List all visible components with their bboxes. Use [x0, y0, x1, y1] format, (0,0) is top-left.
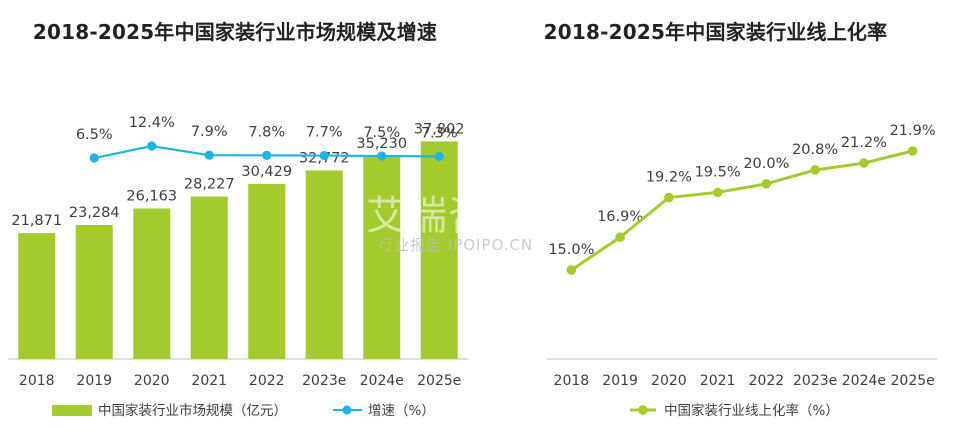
left-x-tick-2020: 2020 — [134, 373, 170, 389]
bar-2023e — [305, 170, 343, 359]
legend-online-marker — [638, 405, 648, 415]
right-x-tick-2023e: 2023e — [793, 373, 837, 389]
legend-growth-marker — [342, 405, 352, 415]
online-rate-point-2021 — [712, 187, 723, 198]
online-rate-point-2020 — [664, 192, 674, 203]
online-rate-point-2025e — [907, 146, 918, 156]
right-x-tick-2025e: 2025e — [891, 373, 935, 389]
bar-value-label-2024e: 35,230 — [356, 136, 407, 152]
left-x-tick-2025e: 2025e — [417, 373, 461, 389]
growth-label-2021: 7.9% — [191, 124, 228, 140]
legend-bar-label: 中国家装行业市场规模（亿元） — [98, 402, 287, 419]
online-rate-label-2023e: 20.8% — [792, 142, 838, 158]
online-rate-label-2025e: 21.9% — [890, 123, 936, 139]
legend-online-label: 中国家装行业线上化率（%） — [664, 402, 839, 419]
left-chart-title: 2018-2025年中国家装行业市场规模及增速 — [32, 20, 438, 44]
bar-value-label-2020: 26,163 — [126, 188, 177, 204]
online-rate-line — [570, 149, 913, 272]
growth-point-1 — [89, 153, 99, 163]
right-chart-title: 2018-2025年中国家装行业线上化率 — [543, 20, 888, 44]
online-rate-label-2024e: 21.2% — [841, 135, 887, 151]
bar-value-label-2022: 30,429 — [241, 164, 292, 180]
right-x-tick-2020: 2020 — [651, 373, 687, 389]
left-x-tick-2023e: 2023e — [302, 373, 346, 389]
legend-growth-label: 增速（%） — [368, 403, 435, 419]
bar-2021 — [190, 196, 228, 359]
left-x-tick-2019: 2019 — [76, 373, 112, 389]
growth-point-7 — [434, 151, 444, 161]
right-x-tick-2024e: 2024e — [842, 373, 886, 389]
left-x-tick-2022: 2022 — [249, 373, 285, 389]
growth-label-2024e: 7.5% — [363, 125, 400, 141]
online-rate-point-2019 — [615, 232, 625, 243]
growth-label-2025e: 7.3% — [421, 125, 458, 141]
right-x-tick-2022: 2022 — [749, 373, 785, 389]
bar-value-label-2018: 21,871 — [11, 213, 62, 229]
bar-2022 — [248, 183, 286, 359]
bar-2020 — [133, 208, 171, 359]
online-rate-point-2018 — [566, 265, 577, 275]
bar-value-label-2025e: 37,802 — [414, 121, 465, 137]
bar-2025e — [420, 141, 458, 359]
growth-label-2023e: 7.7% — [306, 125, 343, 141]
online-rate-point-2023e — [810, 165, 820, 175]
online-rate-point-2022 — [761, 178, 772, 189]
right-x-tick-2018: 2018 — [554, 373, 590, 389]
growth-label-2020: 12.4% — [129, 115, 175, 131]
growth-point-2 — [147, 141, 157, 151]
online-rate-point-2024e — [859, 158, 869, 168]
bar-value-label-2021: 28,227 — [184, 177, 235, 193]
online-rate-label-2019: 16.9% — [597, 209, 643, 225]
growth-point-4 — [262, 150, 272, 160]
left-x-tick-2018: 2018 — [19, 373, 55, 389]
bar-2018 — [18, 233, 56, 359]
left-x-tick-2021: 2021 — [191, 373, 227, 389]
bar-value-label-2019: 23,284 — [69, 205, 120, 221]
growth-label-2022: 7.8% — [248, 124, 285, 140]
left-x-tick-2024e: 2024e — [360, 373, 404, 389]
bar-2019 — [75, 224, 113, 359]
growth-point-3 — [204, 150, 214, 160]
right-x-tick-2021: 2021 — [700, 373, 736, 389]
bar-2024e — [363, 156, 401, 359]
right-x-tick-2019: 2019 — [602, 373, 638, 389]
growth-point-6 — [377, 151, 387, 161]
growth-label-2019: 6.5% — [76, 127, 113, 143]
online-rate-label-2018: 15.0% — [548, 242, 594, 258]
legend-bar-swatch — [52, 405, 92, 416]
online-rate-label-2020: 19.2% — [646, 170, 692, 186]
online-rate-label-2022: 20.0% — [743, 156, 789, 172]
growth-point-5 — [319, 150, 329, 161]
online-rate-label-2021: 19.5% — [695, 164, 741, 180]
